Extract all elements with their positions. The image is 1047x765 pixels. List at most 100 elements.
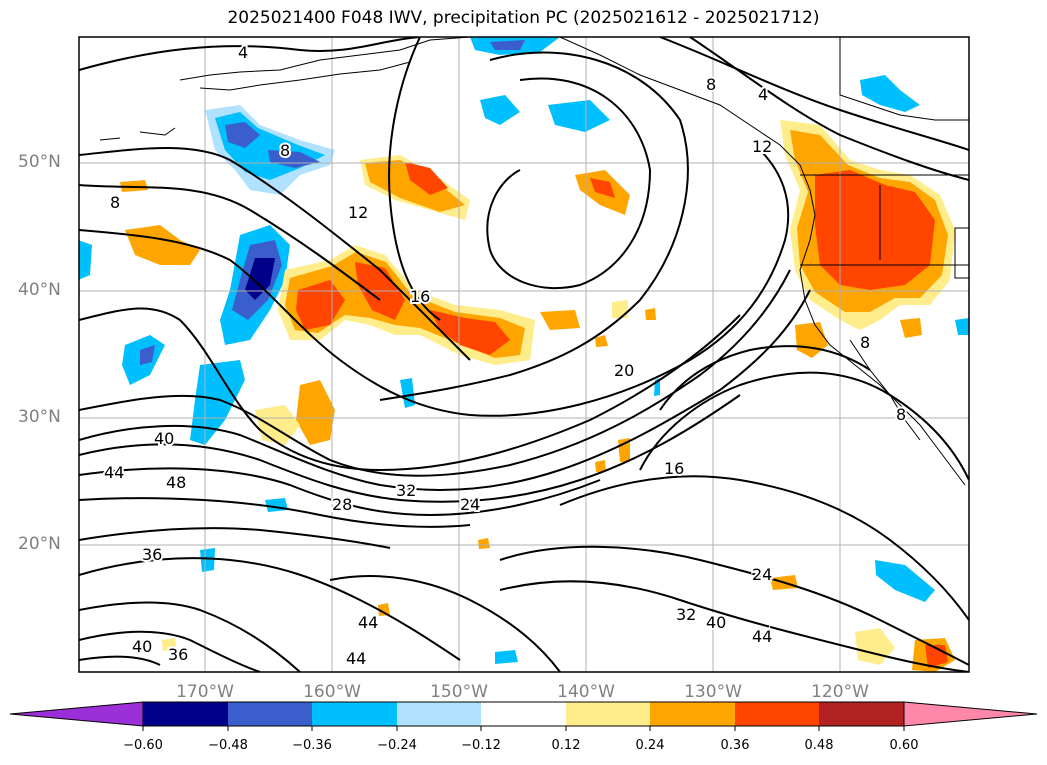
lat-label-50n: 50°N xyxy=(18,152,61,172)
colorbar-tick-label: 0.60 xyxy=(889,738,919,753)
contour-label: 16 xyxy=(410,287,430,306)
neg-anomaly-patch xyxy=(200,548,215,572)
pos-anomaly-patch xyxy=(540,310,580,330)
pos-anomaly-patch xyxy=(430,310,510,355)
contour-label: 4 xyxy=(238,43,248,62)
pos-anomaly-patch xyxy=(855,628,895,665)
colorbar-bin xyxy=(228,702,312,726)
neg-anomaly-patch xyxy=(265,498,288,512)
iwv-contours xyxy=(79,37,969,672)
colorbar-tick-label: −0.24 xyxy=(377,738,417,753)
neg-anomaly-patch xyxy=(860,75,920,112)
contour-label: 44 xyxy=(104,463,124,482)
pos-anomaly-patch xyxy=(405,162,448,195)
colorbar-bin xyxy=(650,702,735,726)
neg-anomaly-patch xyxy=(548,100,610,132)
contour-label: 8 xyxy=(280,141,290,160)
contour-label: 36 xyxy=(142,545,162,564)
contour-label: 4 xyxy=(758,85,768,104)
contour-label: 20 xyxy=(614,361,634,380)
contour-label: 24 xyxy=(460,495,480,514)
contour-label: 40 xyxy=(132,637,152,656)
pos-anomaly-patch xyxy=(296,380,335,445)
colorbar-tick-label: −0.48 xyxy=(208,738,248,753)
neg-anomaly-patch xyxy=(875,560,935,602)
colorbar xyxy=(9,701,1038,731)
neg-anomaly-patch xyxy=(955,318,969,335)
pos-anomaly-patch xyxy=(900,318,922,338)
contour-label: 8 xyxy=(860,333,870,352)
pos-anomaly-patch xyxy=(162,638,176,651)
colorbar-extend-left xyxy=(9,701,144,727)
precip-shading xyxy=(79,37,969,672)
colorbar-tick-label: −0.60 xyxy=(123,738,163,753)
contour-label: 16 xyxy=(664,459,684,478)
pos-anomaly-patch xyxy=(595,460,606,472)
neg-anomaly-patch xyxy=(190,360,245,445)
colorbar-bin xyxy=(819,702,904,726)
lon-label-130w: 130°W xyxy=(684,682,742,702)
lat-label-40n: 40°N xyxy=(18,280,61,300)
pos-anomaly-patch xyxy=(296,280,345,330)
neg-anomaly-patch xyxy=(400,378,415,408)
lon-label-170w: 170°W xyxy=(176,682,234,702)
neg-anomaly-patch xyxy=(490,40,525,50)
colorbar-tick-label: 0.12 xyxy=(551,738,581,753)
contour-label: 44 xyxy=(358,613,378,632)
neg-anomaly-patch xyxy=(495,650,518,664)
contour-label: 40 xyxy=(154,429,174,448)
neg-anomaly-patch xyxy=(225,122,260,148)
contour-label: 44 xyxy=(752,627,772,646)
lon-label-150w: 150°W xyxy=(430,682,488,702)
contour-label: 8 xyxy=(896,405,906,424)
pos-anomaly-patch xyxy=(645,308,656,320)
pos-anomaly-patch xyxy=(378,603,390,616)
contour-label: 8 xyxy=(110,193,120,212)
map-frame xyxy=(78,36,970,673)
colorbar-bin xyxy=(143,702,228,726)
contour-label: 48 xyxy=(166,473,186,492)
colorbar-bin xyxy=(397,702,481,726)
lon-label-160w: 160°W xyxy=(303,682,361,702)
neg-anomaly-patch xyxy=(245,258,275,300)
colorbar-bin xyxy=(312,702,397,726)
lon-label-140w: 140°W xyxy=(557,682,615,702)
colorbar-extend-right xyxy=(903,701,1038,727)
pos-anomaly-patch xyxy=(795,322,828,358)
lat-label-30n: 30°N xyxy=(18,407,61,427)
coastlines xyxy=(99,37,969,486)
contour-label: 12 xyxy=(348,203,368,222)
pos-anomaly-patch xyxy=(612,300,628,318)
pos-anomaly-patch xyxy=(815,170,935,290)
contour-label: 32 xyxy=(676,605,696,624)
contour-label: 28 xyxy=(332,495,352,514)
colorbar-tick-label: 0.48 xyxy=(804,738,834,753)
contour-label: 36 xyxy=(168,645,188,664)
lon-label-120w: 120°W xyxy=(811,682,869,702)
map-title: 2025021400 F048 IWV, precipitation PC (2… xyxy=(227,8,820,28)
colorbar-tick-label: 0.36 xyxy=(720,738,750,753)
colorbar-bin xyxy=(481,702,566,726)
pos-anomaly-patch xyxy=(595,335,608,347)
pos-anomaly-patch xyxy=(478,538,490,549)
pos-anomaly-patch xyxy=(618,438,630,462)
neg-anomaly-patch xyxy=(79,240,92,280)
neg-anomaly-patch xyxy=(140,345,155,365)
pos-anomaly-patch xyxy=(125,225,200,265)
colorbar-tick-label: 0.24 xyxy=(635,738,665,753)
pos-anomaly-patch xyxy=(590,178,615,198)
contour-label: 40 xyxy=(706,613,726,632)
colorbar-bin xyxy=(566,702,650,726)
contour-labels: 4 8 8 8 12 12 16 16 20 24 24 28 32 32 36… xyxy=(102,41,908,670)
contour-label: 24 xyxy=(752,565,772,584)
colorbar-bin xyxy=(735,702,819,726)
colorbar-tick-label: −0.12 xyxy=(461,738,501,753)
lat-label-20n: 20°N xyxy=(18,534,61,554)
contour-label: 44 xyxy=(346,649,366,668)
contour-label: 12 xyxy=(752,137,772,156)
colorbar-tick-label: −0.36 xyxy=(292,738,332,753)
neg-anomaly-patch xyxy=(480,95,520,125)
contour-label: 8 xyxy=(706,75,716,94)
contour-label: 32 xyxy=(396,481,416,500)
